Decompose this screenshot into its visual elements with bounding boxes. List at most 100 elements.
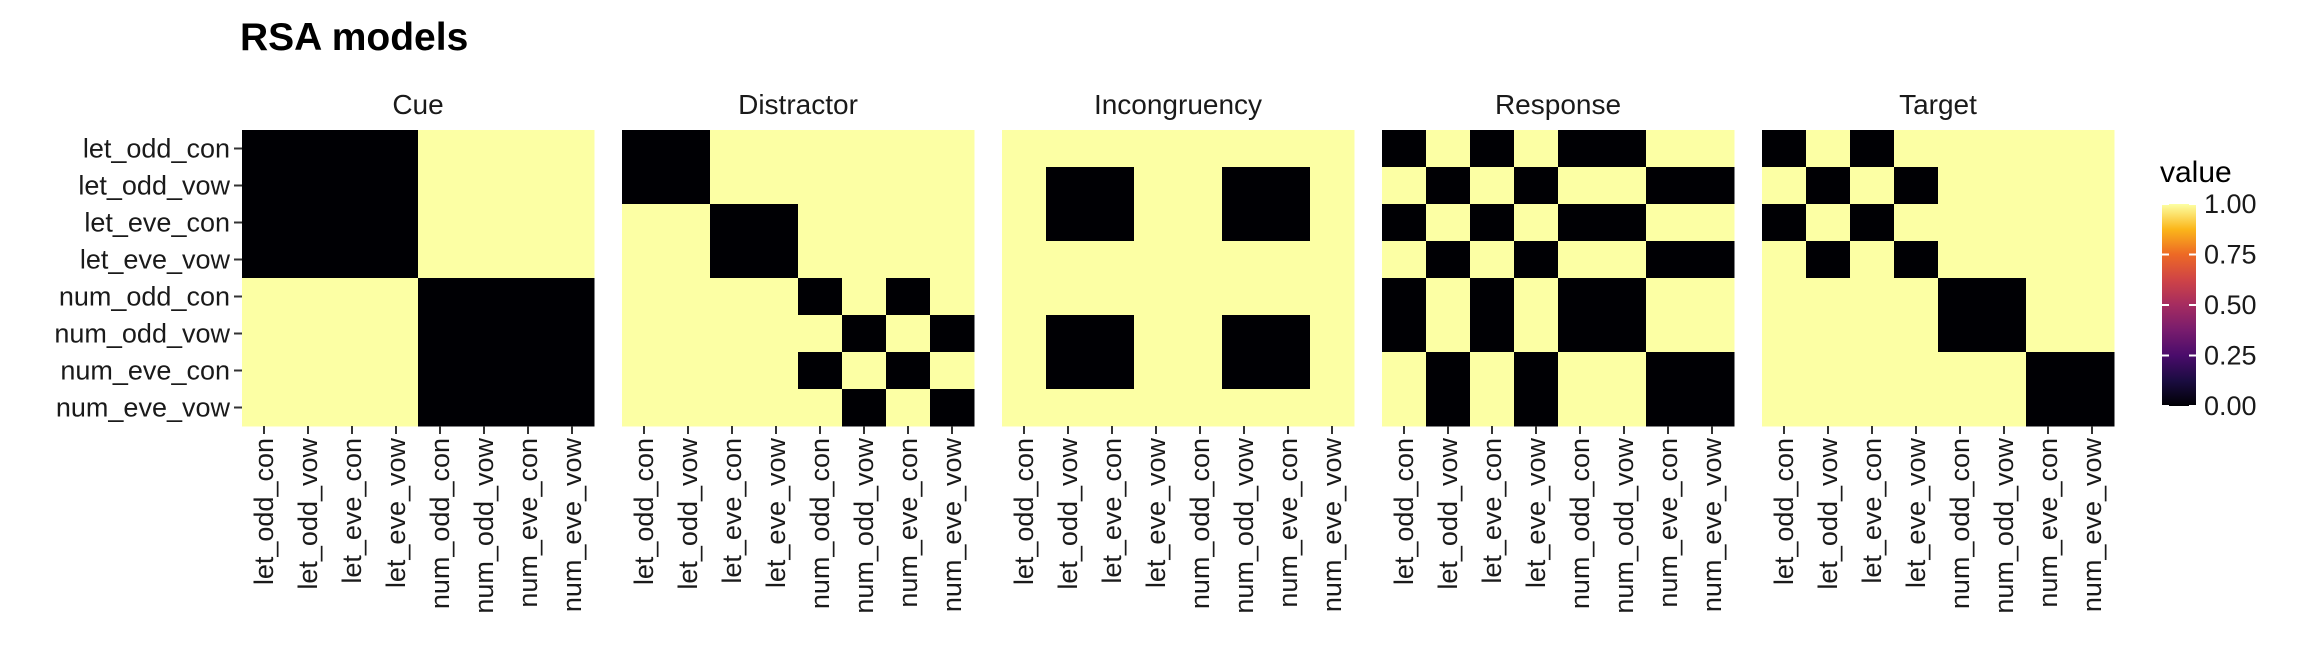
heatmap-cell [1602,167,1647,205]
heatmap-cell [1690,278,1735,316]
heatmap-cell [1982,167,2027,205]
heatmap-cell [1470,389,1515,427]
heatmap-cell [286,352,331,390]
heatmap-cell [286,241,331,279]
heatmap-cell [1894,352,1939,390]
heatmap-cell [710,130,755,168]
heatmap-cell [1046,241,1091,279]
x-tick-label: let_eve_con [1857,438,1887,584]
heatmap-cell [1178,315,1223,353]
x-tick-label: num_eve_vow [1317,438,1347,613]
heatmap-cell [666,204,711,242]
heatmap-cell [374,241,419,279]
heatmap-cell [798,130,843,168]
heatmap-cell [1894,204,1939,242]
heatmap-cell [242,315,287,353]
heatmap-cell [1222,167,1267,205]
facet-strip-label: Incongruency [1094,89,1262,120]
heatmap-cell [1266,389,1311,427]
heatmap-cell [886,167,931,205]
heatmap-cell [1134,130,1179,168]
heatmap-cell [242,167,287,205]
heatmap-cell [506,167,551,205]
heatmap-cell [886,278,931,316]
heatmap-cell [286,204,331,242]
heatmap-cell [886,352,931,390]
heatmap-cell [1514,352,1559,390]
heatmap-cell [1806,352,1851,390]
legend-tick-label: 0.75 [2204,240,2257,270]
y-tick-label: num_odd_vow [54,319,230,349]
heatmap-cell [1558,352,1603,390]
heatmap-cell [1382,204,1427,242]
heatmap-cell [1382,241,1427,279]
heatmap-cell [506,241,551,279]
heatmap-cell [242,352,287,390]
facet-strip-label: Distractor [738,89,858,120]
heatmap-cell [1762,167,1807,205]
heatmap-cell [1470,315,1515,353]
heatmap-cell [506,315,551,353]
heatmap-cell [1646,352,1691,390]
heatmap-cell [1602,352,1647,390]
heatmap-cell [462,389,507,427]
heatmap-cell [1046,167,1091,205]
heatmap-cell [710,241,755,279]
heatmap-cell [930,352,975,390]
heatmap-cell [1470,352,1515,390]
heatmap-cell [462,130,507,168]
heatmap-cell [1602,315,1647,353]
heatmap-cell [550,278,595,316]
x-tick-label: let_eve_con [717,438,747,584]
heatmap-cell [1266,204,1311,242]
heatmap-cell [666,167,711,205]
heatmap-cell [710,389,755,427]
heatmap-cell [1558,389,1603,427]
heatmap-cell [462,204,507,242]
heatmap-cell [550,389,595,427]
legend-title: value [2160,156,2232,189]
heatmap-cell [1938,278,1983,316]
x-tick-label: num_odd_vow [1229,438,1259,614]
heatmap-cell [330,204,375,242]
heatmap-cell [622,389,667,427]
heatmap-cell [1310,130,1355,168]
heatmap-cell [1982,352,2027,390]
heatmap-cell [2026,315,2071,353]
heatmap-cell [1002,278,1047,316]
legend-tick-label: 0.25 [2204,341,2257,371]
heatmap-cell [1178,130,1223,168]
heatmap-cell [462,241,507,279]
heatmap-cell [666,315,711,353]
heatmap-cell [1310,315,1355,353]
heatmap-cell [242,204,287,242]
heatmap-cell [842,389,887,427]
heatmap-cell [798,167,843,205]
heatmap-cell [1426,352,1471,390]
heatmap-cell [1266,241,1311,279]
heatmap-cell [1046,389,1091,427]
x-tick-label: num_eve_con [893,438,923,608]
heatmap-cell [754,130,799,168]
heatmap-cell [1850,278,1895,316]
x-tick-label: num_odd_con [805,438,835,609]
heatmap-cell [2070,389,2115,427]
heatmap-cell [710,315,755,353]
heatmap-cell [710,352,755,390]
heatmap-cell [550,130,595,168]
panel-incongruency: Incongruency let_odd_con let_odd_vow let_ev… [1002,89,1355,614]
heatmap-cell [666,278,711,316]
heatmap-cell [1090,278,1135,316]
heatmap-cell [930,278,975,316]
heatmap-cell [1806,278,1851,316]
x-tick-label: let_eve_vow [381,438,411,589]
heatmap-cell [506,278,551,316]
heatmap-cell [242,241,287,279]
heatmap-cell [1938,315,1983,353]
heatmap-cell [2070,352,2115,390]
heatmap-cell [1222,389,1267,427]
heatmap-cell [1806,241,1851,279]
heatmap-cell [1982,130,2027,168]
heatmap-cell [1690,130,1735,168]
x-tick-label: num_odd_con [1185,438,1215,609]
